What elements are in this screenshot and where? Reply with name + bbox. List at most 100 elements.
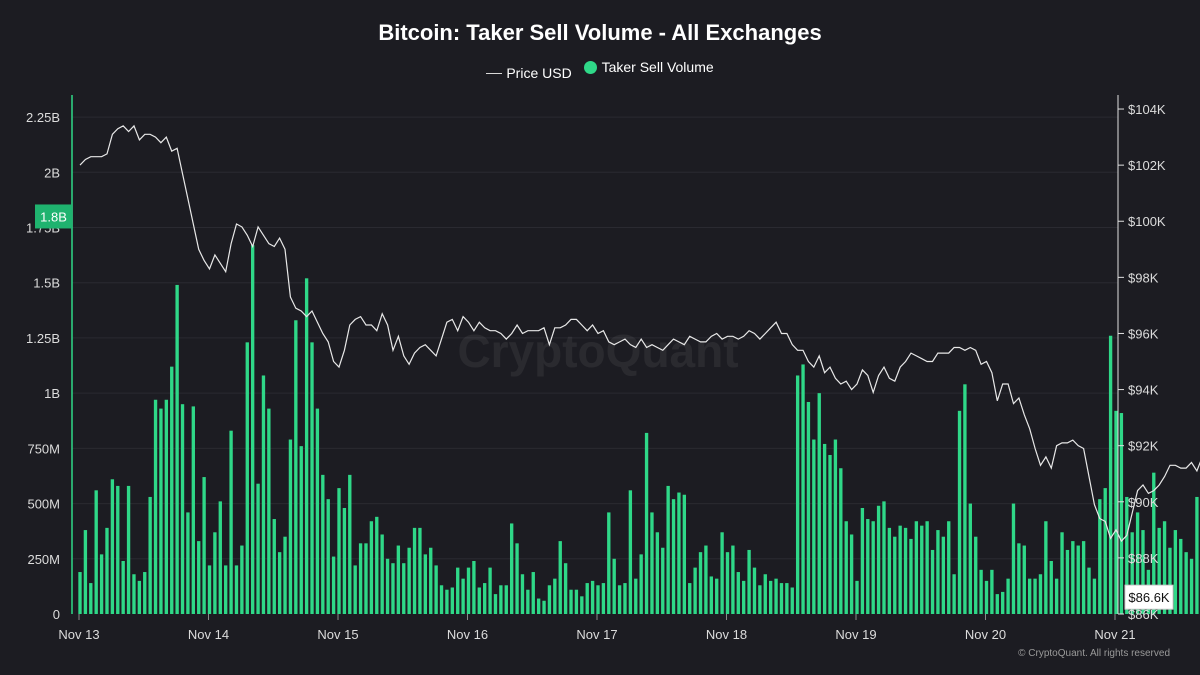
right-tick-label: $88K (1128, 551, 1159, 566)
left-tick-label: 0 (53, 607, 60, 622)
volume-bar (542, 600, 546, 614)
left-tick-label: 750M (27, 441, 60, 456)
volume-bar (1006, 578, 1010, 614)
volume-bar (1049, 561, 1053, 614)
volume-bar (790, 587, 794, 614)
volume-bar (866, 519, 870, 614)
volume-bar (197, 541, 201, 614)
volume-bars (78, 245, 1199, 614)
volume-bar (299, 446, 303, 614)
volume-bar (283, 536, 287, 614)
x-tick-label: Nov 13 (58, 627, 99, 642)
volume-bar (617, 585, 622, 614)
volume-bar (1044, 521, 1048, 614)
volume-bar (952, 574, 956, 614)
volume-bar (153, 399, 158, 614)
volume-bar (634, 578, 638, 614)
volume-bar (774, 578, 778, 614)
volume-bar (315, 408, 320, 614)
volume-bar (78, 572, 82, 614)
volume-bar (364, 543, 368, 614)
volume-bar (1038, 574, 1043, 614)
volume-bar (1157, 527, 1161, 614)
dot-swatch-icon (583, 60, 597, 74)
copyright-footer: © CryptoQuant. All rights reserved (1018, 648, 1170, 659)
volume-bar (920, 525, 924, 614)
left-tick-label: 2.25B (26, 110, 60, 125)
volume-bar (855, 580, 859, 614)
volume-bar (272, 519, 276, 614)
volume-bar (385, 558, 390, 614)
volume-bar (849, 534, 854, 614)
volume-bar (466, 567, 471, 614)
volume-bar (288, 439, 293, 614)
volume-bar (94, 490, 98, 614)
volume-bar (261, 375, 266, 614)
legend-item-volume[interactable]: Taker Sell Volume (583, 59, 714, 75)
chart-title: Bitcoin: Taker Sell Volume - All Exchang… (378, 20, 822, 45)
volume-bar (488, 567, 492, 614)
volume-bar (671, 499, 676, 614)
legend-label-price: Price USD (506, 65, 572, 81)
volume-bar (941, 536, 946, 614)
volume-bar (547, 585, 552, 614)
volume-bar (1152, 472, 1156, 614)
volume-bar (806, 401, 811, 614)
volume-bar (758, 585, 762, 614)
volume-bar (267, 408, 271, 614)
left-tick-label: 1B (44, 386, 60, 401)
volume-bar (693, 567, 697, 614)
volume-bar (995, 594, 999, 614)
right-value-marker-label: $86.6K (1128, 590, 1170, 605)
volume-bar (391, 563, 395, 614)
volume-bar (558, 541, 562, 614)
volume-bar (277, 552, 282, 614)
legend-item-price[interactable]: Price USD (486, 65, 572, 81)
volume-bar (369, 521, 374, 614)
volume-bar (1184, 552, 1188, 614)
volume-bar (337, 488, 341, 614)
volume-bar (720, 532, 724, 614)
x-tick-label: Nov 14 (188, 627, 229, 642)
volume-bar (822, 443, 827, 614)
volume-bar (83, 530, 88, 614)
volume-bar (844, 521, 848, 614)
volume-bar (164, 399, 169, 614)
volume-bar (752, 567, 757, 614)
volume-bar (860, 507, 865, 614)
volume-bar (563, 563, 568, 614)
volume-bar (930, 549, 935, 614)
legend: Price USD Taker Sell Volume (0, 59, 1200, 81)
volume-bar (795, 375, 800, 614)
volume-bar (688, 583, 692, 614)
volume-bar (321, 474, 325, 614)
volume-bar (580, 596, 584, 614)
volume-bar (957, 410, 962, 614)
volume-bar (596, 585, 600, 614)
right-axis: $86K $88K $90K $92K $94K $96K $98K $100K $102K $1… (1117, 95, 1166, 622)
volume-bar (1179, 538, 1183, 614)
volume-bar (661, 547, 665, 614)
volume-bar (1071, 541, 1075, 614)
volume-bar (1076, 545, 1080, 614)
volume-bar (331, 556, 336, 614)
volume-bar (240, 545, 244, 614)
volume-bar (126, 485, 131, 614)
volume-bar (531, 572, 535, 614)
volume-bar (812, 439, 816, 614)
right-tick-label: $92K (1128, 439, 1159, 454)
right-tick-label: $90K (1128, 495, 1159, 510)
volume-bar (89, 583, 93, 614)
left-value-marker (35, 204, 72, 229)
left-value-marker-label: 1.8B (40, 209, 67, 224)
volume-bar (984, 580, 989, 614)
volume-bar (423, 554, 428, 614)
volume-bar (412, 527, 417, 614)
x-tick-label: Nov 16 (447, 627, 488, 642)
volume-bar (666, 485, 670, 614)
volume-bar (639, 554, 643, 614)
volume-bar (644, 432, 649, 614)
volume-bar (990, 569, 994, 614)
line-swatch-icon (486, 72, 503, 74)
volume-bar (876, 505, 881, 614)
